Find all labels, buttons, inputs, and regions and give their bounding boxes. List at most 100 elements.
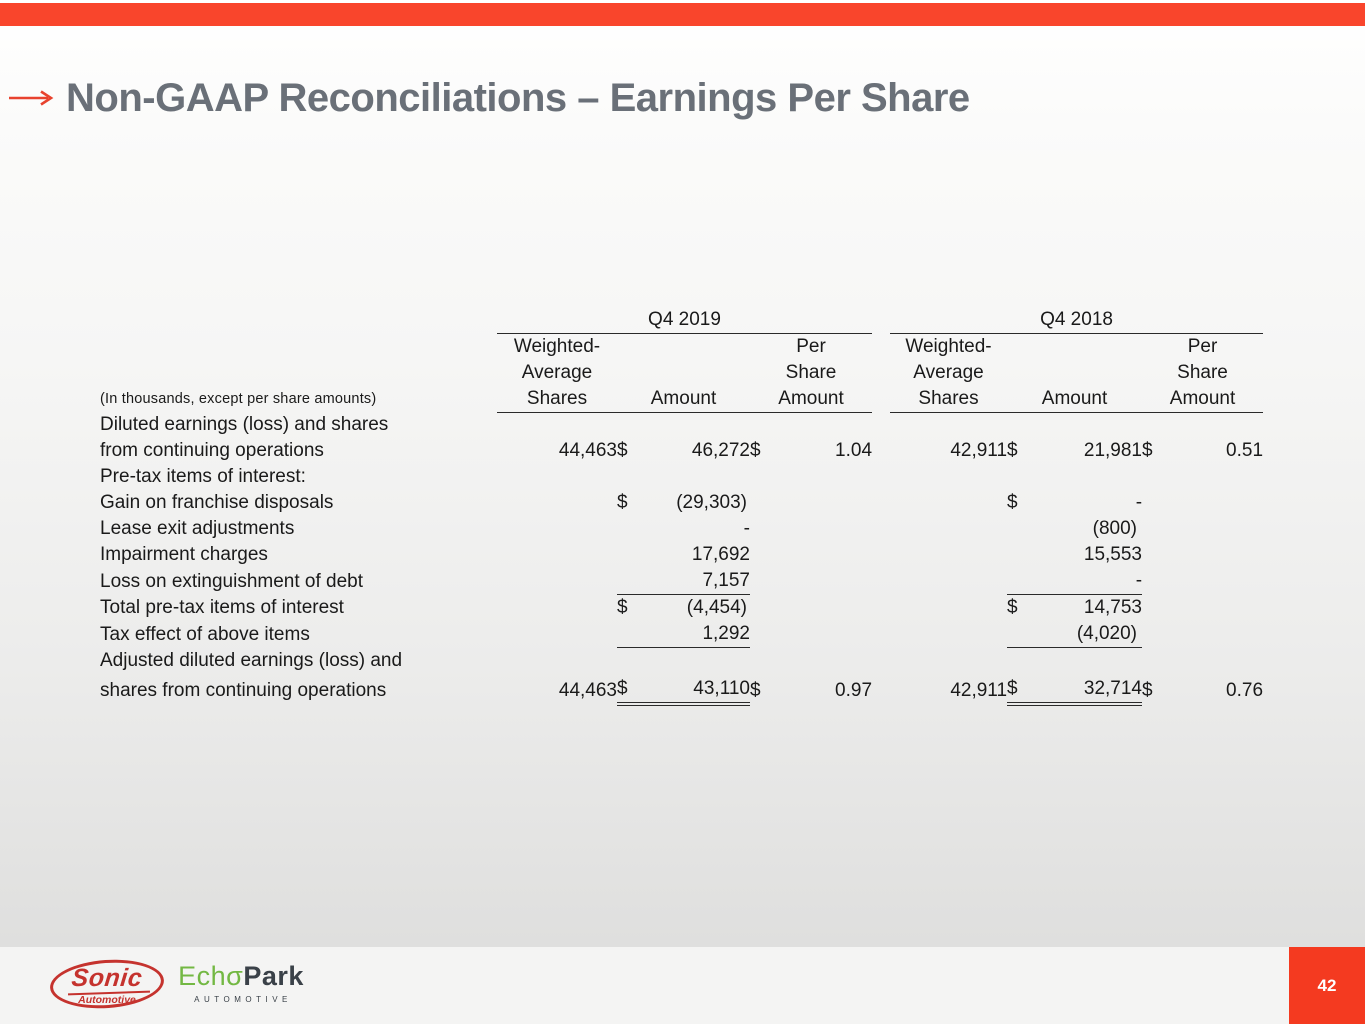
group-gap-cell — [872, 674, 890, 704]
cell-q4_2018-per-share-dollar — [1142, 648, 1172, 674]
cell-q4_2018-per-share-amount — [1172, 490, 1263, 516]
cell-q4_2019-per-share-amount — [780, 516, 872, 542]
group-gap-cell — [872, 648, 890, 674]
cell-q4_2018-per-share-amount — [1172, 516, 1263, 542]
group-gap-cell — [872, 516, 890, 542]
cell-q4_2019-dollar: $ — [617, 492, 628, 513]
cell-q4_2018-amount — [1047, 464, 1142, 490]
cell-q4_2019-dollar: $ — [617, 673, 653, 706]
cell-q4_2019-per-share-dollar — [750, 595, 780, 622]
cell-q4_2019-shares — [497, 648, 617, 674]
cell-q4_2018-shares — [890, 568, 1007, 595]
echopark-logo: EchσPark AUTOMOTIVE — [176, 961, 306, 1004]
cell-q4_2018-shares: 42,911 — [950, 440, 1008, 461]
cell-q4_2018-dollar — [1007, 464, 1047, 490]
table-header: Q4 2019 Q4 2018 (In thousands, except per … — [100, 303, 1264, 413]
cell-q4_2018-shares — [890, 648, 1007, 674]
row-label: Lease exit adjustments — [100, 518, 295, 539]
cell-q4_2019-per-share-amount — [780, 412, 872, 438]
column-group-header-q4_2019: Q4 2019 — [497, 303, 873, 334]
cell-q4_2018-per-share-amount — [1172, 412, 1263, 438]
cell-q4_2018-per-share-dollar — [1142, 490, 1172, 516]
row-label: Total pre-tax items of interest — [100, 597, 344, 618]
cell-q4_2018-dollar — [1007, 516, 1047, 542]
cell-q4_2019-per-share-dollar: $ — [750, 440, 761, 461]
cell-q4_2019-dollar: $ — [617, 597, 628, 618]
cell-q4_2019-per-share-amount — [780, 542, 872, 568]
cell-q4_2019-amount — [653, 648, 750, 674]
table-row: Loss on extinguishment of debt 7,157 - — [100, 568, 1263, 595]
cell-q4_2019-per-share-dollar — [750, 621, 780, 648]
header-weighted-average-shares-q4_2018: Weighted- Average Shares — [890, 333, 1008, 413]
group-gap-cell — [872, 303, 890, 333]
cell-q4_2018-shares — [890, 490, 1007, 516]
echopark-sigma-glyph: σ — [226, 961, 244, 991]
row-label: Gain on franchise disposals — [100, 492, 334, 513]
cell-q4_2018-per-share-dollar — [1142, 412, 1172, 438]
cell-q4_2019-per-share-amount — [780, 621, 872, 648]
row-label: Loss on extinguishment of debt — [100, 570, 364, 592]
cell-q4_2019-dollar — [617, 516, 653, 542]
cell-q4_2019-per-share-dollar — [750, 648, 780, 674]
cell-q4_2018-per-share-amount: 0.51 — [1226, 440, 1264, 461]
echopark-park-text: Park — [243, 961, 304, 991]
group-gap-cell — [872, 412, 890, 438]
cell-q4_2018-per-share-amount — [1172, 621, 1263, 648]
echopark-echo-text: Ech — [178, 961, 227, 991]
cell-q4_2018-amount: - — [1047, 568, 1143, 595]
cell-q4_2019-per-share-amount — [780, 648, 872, 674]
cell-q4_2019-dollar — [617, 542, 653, 568]
sonic-automotive-logo: Sonic Automotive — [48, 956, 168, 1014]
cell-q4_2019-per-share-amount — [780, 464, 872, 490]
cell-q4_2019-per-share-amount — [780, 595, 872, 622]
group-gap-cell — [872, 490, 890, 516]
cell-q4_2018-amount: 14,753 — [1083, 597, 1143, 618]
column-header-row: (In thousands, except per share amounts)… — [100, 333, 1264, 413]
cell-q4_2019-amount: 43,110 — [653, 673, 750, 706]
group-gap-cell — [872, 621, 890, 648]
cell-q4_2018-dollar — [1007, 412, 1047, 438]
table-wrap: Q4 2019 Q4 2018 (In thousands, except per … — [100, 303, 1264, 706]
cell-q4_2019-per-share-amount: 1.04 — [835, 440, 873, 461]
cell-q4_2018-amount: - — [1135, 492, 1143, 513]
cell-q4_2019-per-share-amount — [780, 490, 872, 516]
echopark-sub-label: AUTOMOTIVE — [194, 995, 292, 1004]
cell-q4_2018-per-share-amount — [1172, 648, 1263, 674]
row-label: from continuing operations — [100, 440, 324, 461]
cell-q4_2019-amount — [653, 412, 750, 438]
cell-q4_2018-amount: (4,020) — [1047, 621, 1143, 648]
cell-q4_2018-shares — [890, 516, 1007, 542]
group-gap-cell — [872, 595, 890, 622]
echopark-wordmark: EchσPark — [176, 961, 306, 991]
cell-q4_2019-shares — [497, 516, 617, 542]
cell-q4_2018-per-share-dollar — [1142, 516, 1172, 542]
row-label: shares from continuing operations — [100, 679, 387, 701]
cell-q4_2018-per-share-dollar — [1142, 542, 1172, 568]
cell-q4_2018-shares — [890, 412, 1007, 438]
cell-q4_2018-amount: (800) — [1092, 518, 1138, 539]
cell-q4_2018-per-share-amount: 0.76 — [1226, 679, 1264, 701]
table-row: Tax effect of above items 1,292 (4,020) — [100, 621, 1263, 648]
cell-q4_2019-per-share-dollar — [750, 516, 780, 542]
table-row: from continuing operations 44,463 $46,272 $… — [100, 438, 1263, 464]
sonic-sub-label: Automotive — [78, 994, 136, 1006]
group-gap-cell — [872, 333, 890, 412]
cell-q4_2019-per-share-dollar — [750, 490, 780, 516]
page-title: Non-GAAP Reconciliations – Earnings Per … — [66, 76, 970, 120]
row-label: Diluted earnings (loss) and shares — [100, 414, 389, 435]
cell-q4_2018-dollar: $ — [1007, 673, 1048, 706]
cell-q4_2019-per-share-dollar — [750, 568, 780, 595]
table-row: Adjusted diluted earnings (loss) and — [100, 648, 1263, 674]
cell-q4_2019-dollar — [617, 621, 653, 648]
table-row: Diluted earnings (loss) and shares — [100, 412, 1263, 438]
group-gap-cell — [872, 438, 890, 464]
page-number: 42 — [1317, 975, 1337, 995]
cell-q4_2018-amount: 15,553 — [1083, 544, 1143, 565]
cell-q4_2019-shares: 44,463 — [558, 440, 617, 461]
cell-q4_2018-amount: 21,981 — [1083, 440, 1143, 461]
top-accent-bar — [0, 3, 1365, 26]
cell-q4_2018-dollar — [1007, 542, 1047, 568]
footer-bar: Sonic Automotive EchσPark AUTOMOTIVE 42 — [0, 947, 1365, 1024]
cell-q4_2019-per-share-dollar — [750, 412, 780, 438]
